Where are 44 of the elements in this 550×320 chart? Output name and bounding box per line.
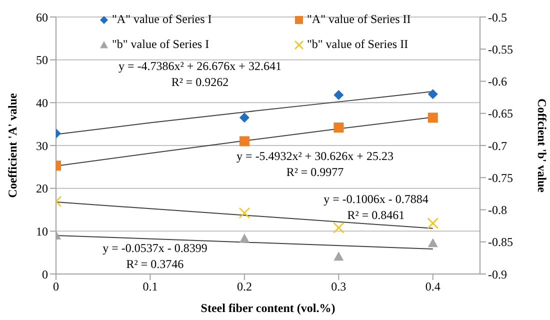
point bbox=[334, 90, 344, 100]
x-tick-label: 0.4 bbox=[425, 280, 440, 294]
x-tick-label: 0.1 bbox=[142, 280, 158, 294]
annotation: y = -0.1006x - 0.7884 R² = 0.8461 bbox=[324, 191, 428, 223]
y2-tick-label: -0.7 bbox=[488, 138, 507, 153]
point bbox=[334, 252, 344, 261]
y2-tick-label: -0.75 bbox=[488, 170, 513, 185]
y2-tick-label: -0.5 bbox=[488, 10, 507, 24]
legend-label: "A" value of Series I bbox=[112, 12, 212, 27]
y-tick-label: 50 bbox=[36, 53, 48, 68]
y-tick-label: 30 bbox=[36, 138, 48, 153]
y-tick-label: 60 bbox=[36, 10, 48, 24]
point bbox=[428, 112, 438, 123]
y2-tick-label: -0.65 bbox=[488, 106, 513, 121]
x-tick-label: 0.2 bbox=[236, 280, 252, 294]
point bbox=[333, 222, 344, 234]
y-tick-label: 40 bbox=[36, 96, 48, 110]
point bbox=[428, 238, 438, 248]
point bbox=[239, 234, 250, 243]
y-tick-label: 20 bbox=[36, 182, 48, 196]
x-axis-title: Steel fiber content (vol.%) bbox=[200, 301, 336, 315]
y-tick-label: 0 bbox=[42, 267, 48, 282]
y2-tick-label: -0.9 bbox=[488, 267, 507, 282]
y2-tick-label: -0.85 bbox=[488, 235, 513, 250]
legend-label: "A" value of Series II bbox=[307, 12, 411, 27]
point bbox=[334, 122, 344, 133]
legend-label: "b" value of Series II bbox=[307, 37, 408, 52]
annotation: y = -5.4932x² + 30.626x + 25.23 R² = 0.9977 bbox=[236, 148, 394, 180]
annotation: y = -4.7386x² + 26.676x + 32.641 R² = 0.9262 bbox=[118, 58, 282, 90]
y2-tick-label: -0.8 bbox=[488, 203, 507, 218]
x-tick-label: 0.3 bbox=[331, 280, 346, 294]
legend-label: "b" value of Series I bbox=[112, 37, 210, 52]
point bbox=[427, 218, 439, 229]
y2-axis-title: Coffcient 'b' value bbox=[534, 98, 549, 194]
y2-tick-label: -0.55 bbox=[488, 42, 513, 56]
annotation: y = -0.0537x - 0.8399 R² = 0.3746 bbox=[102, 240, 208, 272]
point bbox=[239, 112, 250, 123]
point bbox=[238, 207, 250, 219]
y-axis-title: Coefficient 'A' value bbox=[5, 92, 20, 198]
x-tick-label: 0 bbox=[53, 280, 59, 294]
y2-tick-label: -0.6 bbox=[488, 74, 507, 89]
point bbox=[239, 136, 250, 146]
y-tick-label: 10 bbox=[36, 224, 48, 238]
point bbox=[428, 89, 438, 100]
